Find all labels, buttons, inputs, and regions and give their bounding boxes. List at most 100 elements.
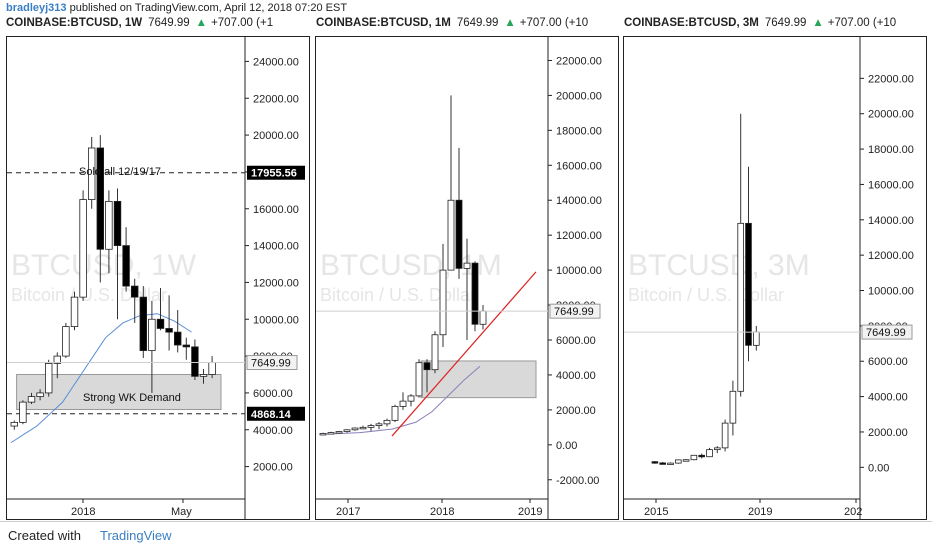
candle-body <box>690 454 698 461</box>
candle-body <box>10 421 18 427</box>
y-tick-label: 4000.00 <box>556 370 596 382</box>
candle-body <box>105 200 113 250</box>
y-tick-label: 6000.00 <box>253 388 293 400</box>
y-tick-label: 4000.00 <box>253 425 293 437</box>
candle-body <box>447 199 455 271</box>
x-tick-label: 2015 <box>644 506 668 518</box>
candle-body <box>79 199 87 298</box>
footer: Created with TradingView <box>0 521 932 550</box>
watermark-symbol: BTCUSD, 3M <box>628 249 810 282</box>
x-tick-label: May <box>171 506 192 518</box>
candle-body <box>471 262 479 325</box>
candle-body <box>45 363 53 394</box>
candle-body <box>62 326 70 357</box>
last-price-tag <box>246 355 298 371</box>
last-price-label: 7649.99 <box>866 327 906 339</box>
x-tick-label: 2018 <box>430 506 454 518</box>
tradingview-logo-link[interactable]: TradingView <box>100 528 172 543</box>
candle-body <box>113 200 122 246</box>
author-link[interactable]: bradleyj313 <box>6 2 67 14</box>
candle-body <box>706 449 713 458</box>
y-tick-label: 10000.00 <box>556 265 602 277</box>
last-price-tag <box>861 324 913 340</box>
candle-body <box>96 147 104 250</box>
level-price-label: 17955.56 <box>251 168 297 180</box>
y-tick-label: 16000.00 <box>556 160 602 172</box>
y-tick-label: 22000.00 <box>556 55 602 67</box>
candle-body <box>36 392 44 397</box>
price-change: +707.00 (+1 <box>211 17 274 29</box>
candle-body <box>651 461 659 464</box>
candle-body <box>479 310 487 325</box>
candle-body <box>737 222 745 392</box>
candle-body <box>439 269 447 336</box>
up-arrow-icon: ▲ <box>195 17 208 29</box>
y-tick-label: 22000.00 <box>253 93 299 105</box>
candle-body <box>335 431 343 434</box>
y-tick-label: 24000.00 <box>253 56 299 68</box>
level-price-tag <box>247 165 305 180</box>
panel-titles: COINBASE:BTCUSD, 1W 7649.99 ▲ +707.00 (+1 C… <box>0 16 932 34</box>
last-price: 7649.99 <box>764 17 807 29</box>
candle-body <box>721 422 729 449</box>
y-tick-label: 16000.00 <box>253 204 299 216</box>
y-tick-label: 2000.00 <box>868 427 908 439</box>
symbol-label: COINBASE:BTCUSD, 1M <box>316 17 451 29</box>
price-change: +707.00 (+10 <box>519 17 589 29</box>
y-tick-label: 12000.00 <box>253 277 299 289</box>
x-tick-label: 2019 <box>748 506 772 518</box>
up-arrow-icon: ▲ <box>812 17 824 29</box>
created-with-label: Created with <box>8 528 81 543</box>
y-tick-label: 18000.00 <box>868 144 914 156</box>
chart-panel-weekly[interactable]: BTCUSD, 1W Bitcoin / U.S. Dollar 24000.00 2… <box>6 36 310 520</box>
last-price-label: 7649.99 <box>554 306 594 318</box>
candle-body <box>208 362 216 375</box>
candle-body <box>88 147 96 200</box>
candle-body <box>148 318 156 351</box>
candle-body <box>659 462 666 465</box>
candle-body <box>327 432 335 435</box>
candle-body <box>431 334 439 371</box>
chart-panel-quarterly[interactable]: BTCUSD, 3M Bitcoin / U.S. Dollar 22000.00 2… <box>623 36 927 520</box>
candle-body <box>367 425 375 428</box>
candle-body <box>752 331 760 346</box>
candle-body <box>131 285 139 298</box>
candle-body <box>173 331 182 346</box>
candle-body <box>359 426 367 430</box>
panel-2-title: COINBASE:BTCUSD, 1M 7649.99 ▲ +707.00 (+10 <box>316 17 616 29</box>
candle-body <box>191 346 199 377</box>
watermark-description: Bitcoin / U.S. Dollar <box>628 285 784 305</box>
watermark-description: Bitcoin / U.S. Dollar <box>320 285 476 305</box>
candle-body <box>122 245 130 287</box>
chart-panel-monthly[interactable]: BTCUSD, 1M Bitcoin / U.S. Dollar 22000.00 2… <box>315 36 619 520</box>
y-tick-label: 14000.00 <box>556 195 602 207</box>
price-change: +707.00 (+10 <box>827 17 897 29</box>
level-price-label: 4868.14 <box>251 409 292 421</box>
candle-body <box>156 318 165 329</box>
candle-body <box>19 401 27 423</box>
publish-bar: bradleyj313 published on TradingView.com… <box>0 0 932 16</box>
last-price: 7649.99 <box>456 17 499 29</box>
x-tick-label: 2017 <box>336 506 360 518</box>
symbol-label: COINBASE:BTCUSD, 1W <box>6 17 143 29</box>
candle-body <box>729 390 737 424</box>
candle-body <box>351 427 359 431</box>
y-tick-label: 20000.00 <box>556 90 602 102</box>
watermark-description: Bitcoin / U.S. Dollar <box>11 285 167 305</box>
last-price-label: 7649.99 <box>251 358 291 370</box>
y-tick-label: 12000.00 <box>868 250 914 262</box>
candle-body <box>139 296 147 351</box>
candle-body <box>375 423 383 427</box>
y-tick-label: 20000.00 <box>868 109 914 121</box>
candle-body <box>182 344 190 348</box>
candle-body <box>319 433 327 436</box>
candle-body <box>383 419 391 425</box>
moving-average-line <box>10 313 192 444</box>
candle-body <box>27 396 36 403</box>
y-tick-label: 22000.00 <box>868 73 914 85</box>
x-tick-label: 202 <box>844 506 862 518</box>
y-tick-label: 16000.00 <box>868 179 914 191</box>
y-tick-label: -2000.00 <box>556 475 599 487</box>
watermark-symbol: BTCUSD, 1M <box>320 249 502 282</box>
trend-line <box>391 271 537 437</box>
